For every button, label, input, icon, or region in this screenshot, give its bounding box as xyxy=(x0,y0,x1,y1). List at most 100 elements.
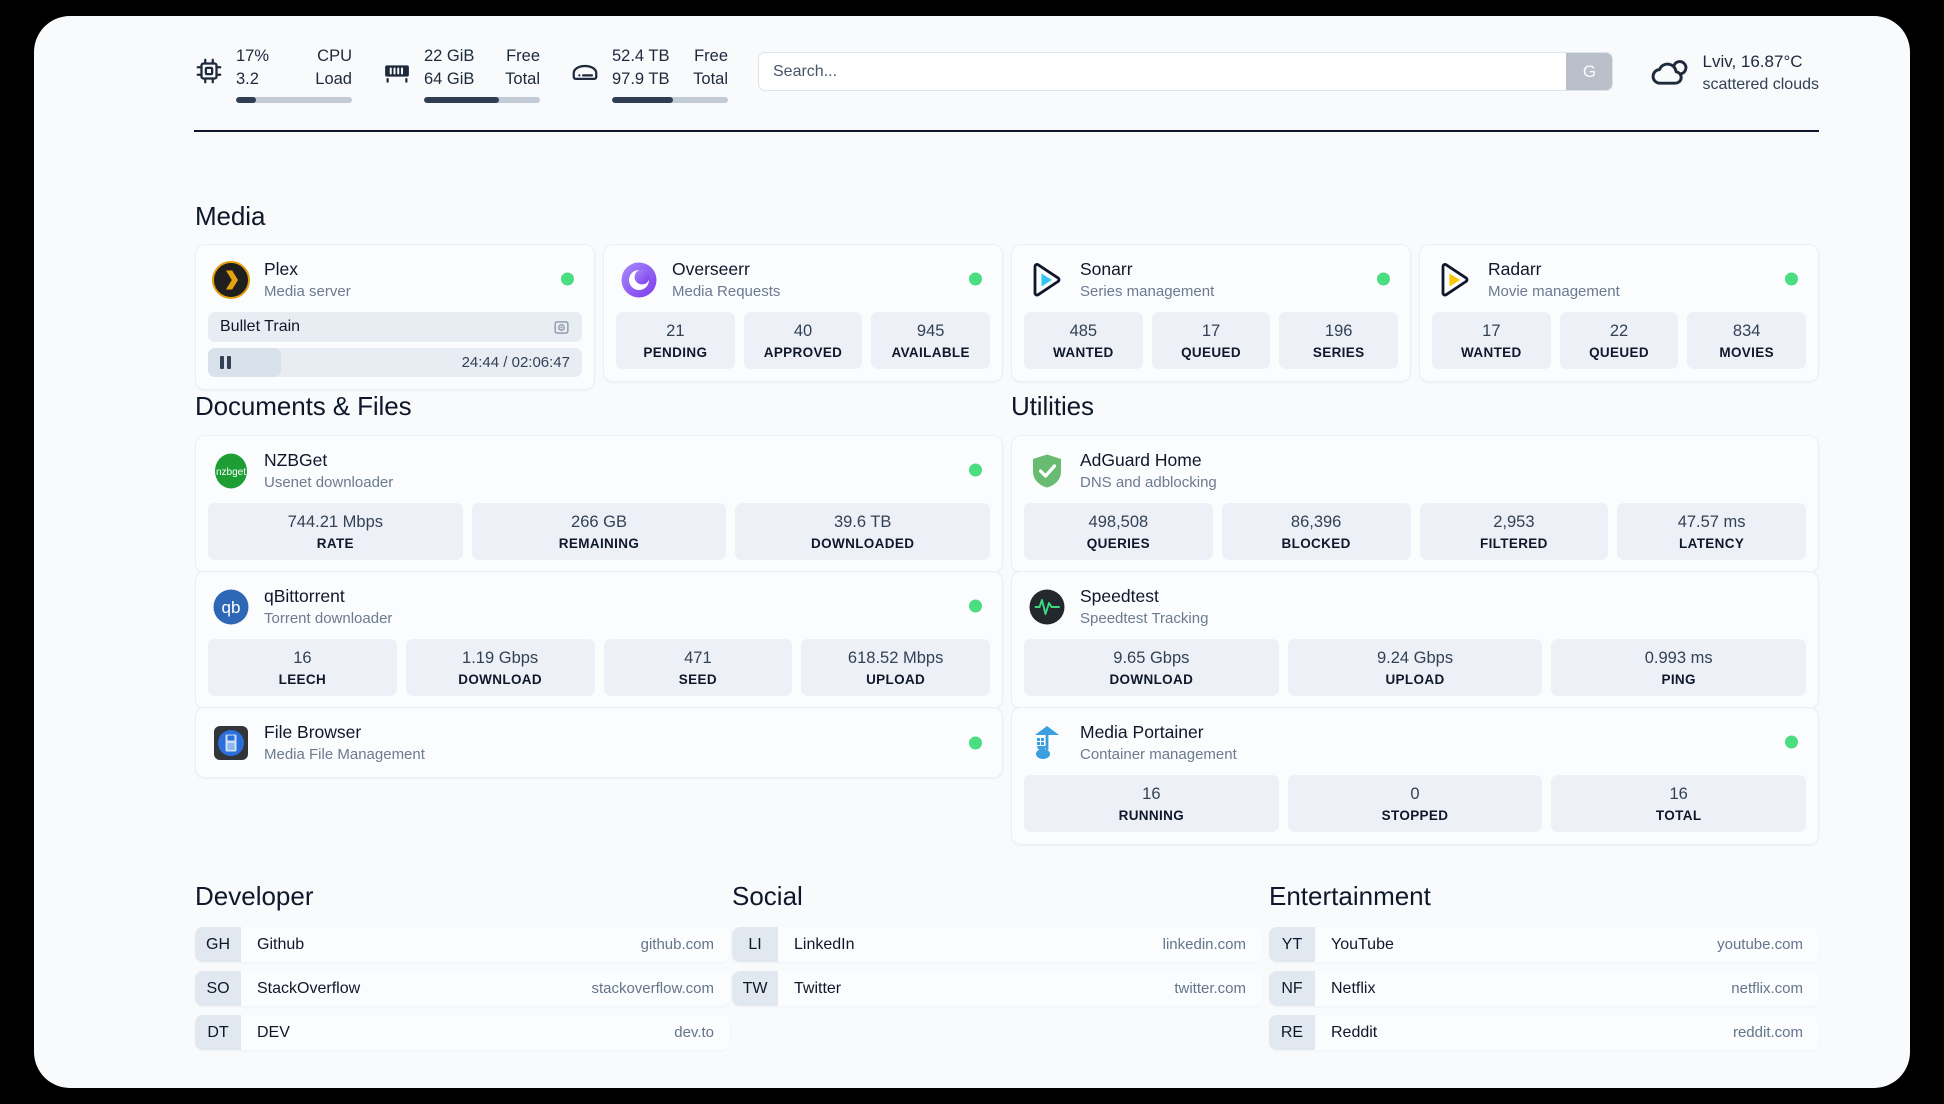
disk-total-label: Total xyxy=(693,69,728,88)
nzbget-name: NZBGet xyxy=(264,450,328,470)
plex-card-header: Plex Media server xyxy=(196,245,594,312)
bookmark-item[interactable]: NF Netflix netflix.com xyxy=(1269,971,1819,1006)
bookmark-item[interactable]: GH Github github.com xyxy=(195,927,730,962)
bookmark-name: DEV xyxy=(257,1023,290,1041)
stat-block: 196 SERIES xyxy=(1279,312,1399,369)
stat-block: 498,508 QUERIES xyxy=(1024,503,1213,560)
bookmark-abbr: SO xyxy=(195,971,241,1006)
memory-row-bottom: 64 GiB Total xyxy=(424,69,540,91)
bookmark-url: stackoverflow.com xyxy=(591,980,714,997)
qbittorrent-icon: qb xyxy=(212,588,250,626)
stat-block: 21 PENDING xyxy=(616,312,735,369)
bookmark-item[interactable]: TW Twitter twitter.com xyxy=(732,971,1262,1006)
stat-value: 945 xyxy=(916,322,945,341)
service-card-portainer[interactable]: Media Portainer Container management 16 … xyxy=(1011,707,1819,845)
stat-key: APPROVED xyxy=(763,344,843,360)
stat-value: 16 xyxy=(1142,785,1161,804)
bookmark-item[interactable]: YT YouTube youtube.com xyxy=(1269,927,1819,962)
stat-key: QUERIES xyxy=(1086,535,1150,551)
bookmark-item[interactable]: LI LinkedIn linkedin.com xyxy=(732,927,1262,962)
memory-free-value: 22 GiB xyxy=(424,47,475,65)
memory-free-label: Free xyxy=(506,47,540,65)
stat-value: 17 xyxy=(1201,322,1221,341)
bookmark-item[interactable]: DT DEV dev.to xyxy=(195,1015,730,1050)
bookmark-abbr: YT xyxy=(1269,927,1315,962)
stat-block: 86,396 BLOCKED xyxy=(1221,503,1411,560)
file-browser-icon xyxy=(212,724,250,762)
overseerr-status-dot xyxy=(969,272,982,286)
stat-block: 2,953 FILTERED xyxy=(1419,503,1609,560)
disk-free-value: 52.4 TB xyxy=(612,47,670,65)
now-playing-progress-bar[interactable]: 24:44 / 02:06:47 xyxy=(208,348,582,378)
stat-value: 17 xyxy=(1482,322,1501,341)
overseerr-icon xyxy=(620,261,658,299)
bookmark-name: Reddit xyxy=(1331,1023,1378,1041)
stat-block: 834 MOVIES xyxy=(1687,312,1807,369)
stat-block: 17 QUEUED xyxy=(1151,312,1271,369)
pause-icon[interactable] xyxy=(220,356,231,370)
stat-value: 16 xyxy=(293,649,312,668)
service-card-filebrowser[interactable]: File Browser Media File Management xyxy=(195,707,1003,779)
stat-key: WANTED xyxy=(1461,344,1522,360)
weather-location-temp: Lviv, 16.87°C xyxy=(1702,52,1803,71)
service-card-overseerr[interactable]: Overseerr Media Requests 21 PENDING 40 A… xyxy=(603,244,1003,382)
service-card-sonarr[interactable]: Sonarr Series management 485 WANTED 17 Q… xyxy=(1011,244,1411,382)
scattered-clouds-icon xyxy=(1649,53,1689,93)
qbittorrent-stats: 16 LEECH 1.19 Gbps DOWNLOAD 471 SEED 618… xyxy=(196,639,1002,708)
adguard-name: AdGuard Home xyxy=(1080,450,1202,470)
stat-key: UPLOAD xyxy=(1385,671,1445,687)
stat-key: PING xyxy=(1661,671,1696,687)
resource-widget-memory: 22 GiB Free 64 GiB Total xyxy=(382,46,540,103)
search-container[interactable]: G xyxy=(758,52,1614,91)
stat-value: 9.65 Gbps xyxy=(1113,649,1190,668)
stat-value: 21 xyxy=(666,322,685,341)
stat-block: 40 APPROVED xyxy=(743,312,863,369)
stat-key: MOVIES xyxy=(1719,344,1774,360)
service-card-qbittorrent[interactable]: qb qBittorrent Torrent downloader 16 LEE… xyxy=(195,571,1003,709)
plex-now-playing: Bullet Train 24:44 / 02:06:47 xyxy=(196,312,594,389)
disk-free-label: Free xyxy=(694,47,728,65)
stat-value: 834 xyxy=(1732,322,1761,341)
service-card-speedtest[interactable]: Speedtest Speedtest Tracking 9.65 Gbps D… xyxy=(1011,571,1819,709)
filebrowser-status-dot xyxy=(969,736,982,750)
portainer-stats: 16 RUNNING 0 STOPPED 16 TOTAL xyxy=(1012,775,1818,844)
bookmark-abbr: RE xyxy=(1269,1015,1315,1050)
bookmark-item[interactable]: SO StackOverflow stackoverflow.com xyxy=(195,971,730,1006)
stat-block: 0.993 ms PING xyxy=(1551,639,1807,696)
bookmark-name: Github xyxy=(257,935,305,953)
stat-key: PENDING xyxy=(643,344,708,360)
cpu-usage-label: CPU xyxy=(317,47,352,65)
bookmark-url: twitter.com xyxy=(1174,980,1246,997)
search-submit-button[interactable]: G xyxy=(1566,53,1613,90)
radarr-stats: 17 WANTED 22 QUEUED 834 MOVIES xyxy=(1420,312,1818,381)
radarr-icon xyxy=(1436,261,1474,299)
stat-value: 0 xyxy=(1410,785,1420,804)
service-card-nzbget[interactable]: nzbget NZBGet Usenet downloader 744.21 M… xyxy=(195,435,1003,573)
service-card-adguard[interactable]: AdGuard Home DNS and adblocking 498,508 … xyxy=(1011,435,1819,573)
overseerr-card-header: Overseerr Media Requests xyxy=(604,245,1002,312)
service-card-plex[interactable]: Plex Media server Bullet Train 24: xyxy=(195,244,595,391)
memory-usage-bar xyxy=(424,96,540,103)
filebrowser-subtitle: Media File Management xyxy=(264,745,425,763)
dashboard-page: 17% CPU 3.2 Load xyxy=(34,16,1910,1088)
service-card-radarr[interactable]: Radarr Movie management 17 WANTED 22 QUE… xyxy=(1419,244,1819,382)
nzbget-card-header: nzbget NZBGet Usenet downloader xyxy=(196,436,1002,503)
speedtest-card-header: Speedtest Speedtest Tracking xyxy=(1012,572,1818,639)
cast-icon[interactable] xyxy=(553,319,570,336)
stat-key: REMAINING xyxy=(558,535,640,551)
bookmark-group-social: Social LI LinkedIn linkedin.com TW Twitt… xyxy=(732,881,1262,1015)
overseerr-stats: 21 PENDING 40 APPROVED 945 AVAILABLE xyxy=(604,312,1002,381)
stat-key: SERIES xyxy=(1312,344,1365,360)
stat-block: 16 TOTAL xyxy=(1551,775,1807,832)
stat-block: 266 GB REMAINING xyxy=(471,503,727,560)
memory-total-label: Total xyxy=(505,69,540,88)
search-input[interactable] xyxy=(759,53,1567,90)
stat-block: 744.21 Mbps RATE xyxy=(208,503,463,560)
resource-widget-disk: 52.4 TB Free 97.9 TB Total xyxy=(570,46,728,103)
bookmark-item[interactable]: RE Reddit reddit.com xyxy=(1269,1015,1819,1050)
qbittorrent-subtitle: Torrent downloader xyxy=(264,609,393,627)
stat-block: 22 QUEUED xyxy=(1559,312,1679,369)
stat-key: LEECH xyxy=(278,671,327,687)
now-playing-progress-fill xyxy=(208,348,281,378)
stat-block: 945 AVAILABLE xyxy=(871,312,991,369)
